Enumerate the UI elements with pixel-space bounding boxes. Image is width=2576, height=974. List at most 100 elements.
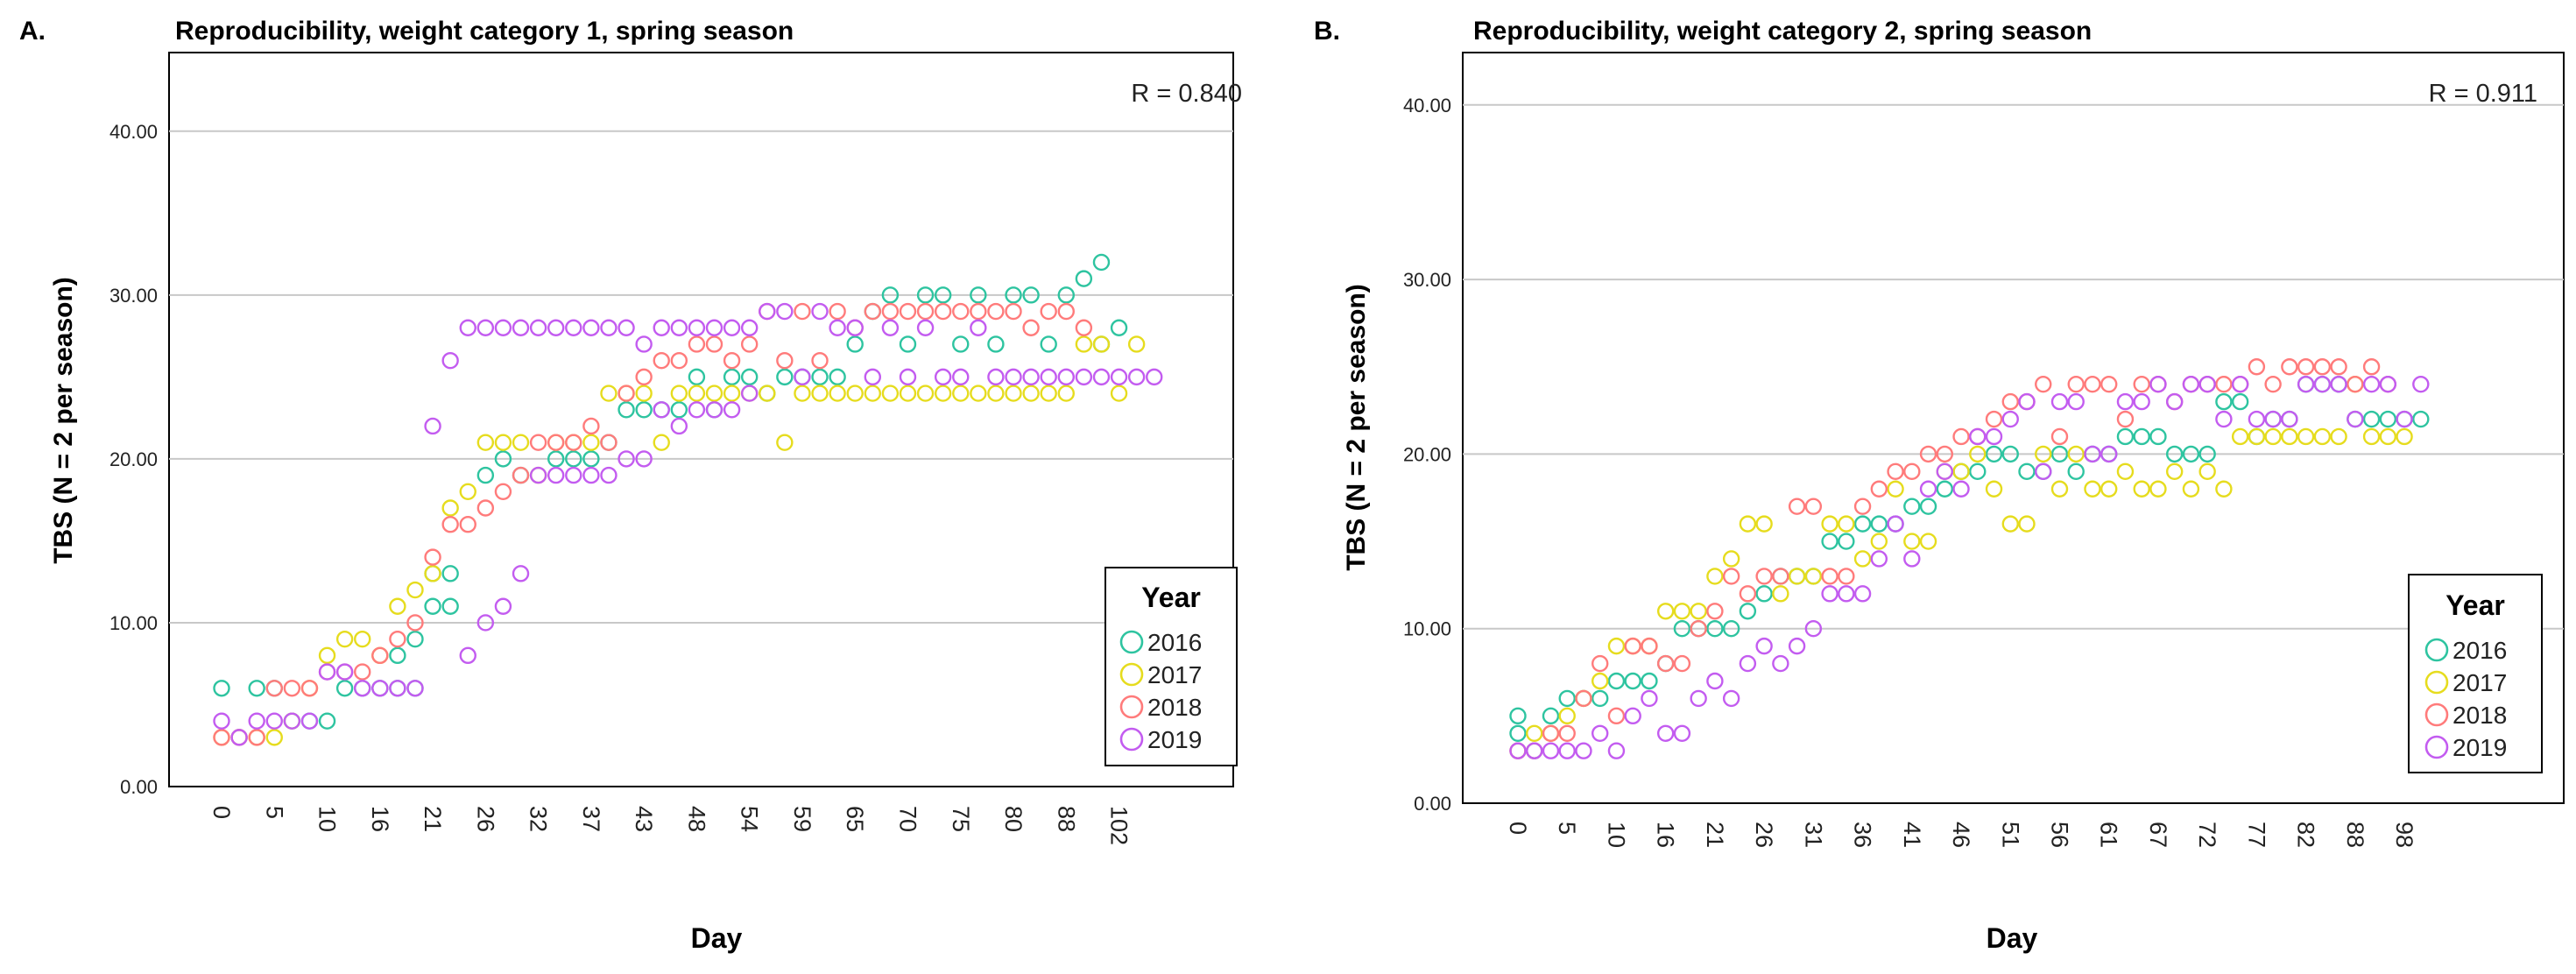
panel-a-point-2019	[582, 466, 600, 484]
panel-b-x-tick-label: 41	[1899, 822, 1925, 848]
panel-b-legend-marker-2017	[2424, 670, 2449, 695]
panel-b-legend-label-2016: 2016	[2452, 637, 2507, 664]
panel-b-point-2018	[1558, 724, 1576, 742]
panel-a-point-2018	[424, 548, 441, 566]
panel-a-point-2019	[723, 401, 741, 419]
panel-a-point-2016	[1057, 286, 1075, 304]
panel-a-point-2017	[829, 385, 846, 402]
panel-b-point-2017	[1821, 515, 1838, 533]
panel-a-point-2017	[459, 483, 476, 501]
panel-b-point-2017	[2330, 427, 2347, 446]
panel-a-point-2016	[476, 466, 495, 484]
panel-a-point-2018	[705, 335, 723, 353]
panel-a-point-2016	[952, 335, 970, 353]
panel-b-point-2019	[1739, 654, 1757, 673]
panel-a-point-2019	[283, 712, 301, 730]
panel-a-point-2016	[213, 680, 230, 697]
panel-b-legend-label-2018: 2018	[2452, 702, 2507, 729]
panel-a-point-2019	[635, 450, 653, 468]
panel-a-y-tick-label: 20.00	[109, 448, 158, 470]
panel-a-point-2018	[688, 335, 706, 353]
panel-a-legend-marker-2017	[1119, 662, 1144, 687]
panel-a-point-2018	[970, 302, 987, 321]
panel-a-x-axis-label: Day	[691, 922, 743, 954]
panel-b-point-2019	[1755, 637, 1773, 655]
panel-a-legend-marker-2018	[1119, 695, 1144, 719]
panel-b-point-2019	[1853, 585, 1872, 603]
panel-a-point-2017	[1092, 335, 1111, 353]
panel-a-point-2019	[618, 319, 635, 336]
panel-a-point-2019	[1127, 368, 1146, 386]
panel-a-point-2018	[300, 680, 319, 697]
panel-b-point-2018	[2264, 375, 2282, 393]
panel-b-point-2017	[2362, 427, 2381, 446]
panel-b-point-2016	[1706, 619, 1724, 638]
panel-a-point-2018	[529, 434, 547, 451]
panel-a-point-2018	[1075, 319, 1093, 336]
panel-a-point-2016	[740, 368, 759, 386]
panel-a-point-2019	[829, 319, 846, 336]
panel-a-point-2019	[1040, 368, 1057, 386]
panel-a-legend-box	[1105, 567, 1238, 766]
panel-a-point-2016	[688, 368, 706, 386]
panel-b-point-2018	[1624, 637, 1641, 655]
panel-b-x-tick-label: 88	[2342, 822, 2368, 848]
panel-a-point-2018	[987, 302, 1005, 321]
panel-b-point-2016	[1607, 672, 1626, 690]
panel-b-point-2016	[2050, 445, 2069, 463]
panel-b-point-2019	[2050, 392, 2069, 411]
panel-a-point-2019	[529, 319, 547, 336]
panel-a-point-2017	[934, 385, 952, 402]
panel-a-x-tick-label: 65	[842, 806, 868, 832]
panel-a-point-2019	[670, 417, 688, 435]
panel-a-point-2019	[670, 319, 688, 336]
panel-a-x-tick-label: 5	[261, 806, 287, 819]
panel-b-point-2016	[1936, 480, 1953, 498]
panel-b-x-tick-label: 21	[1702, 822, 1728, 848]
panel-b-point-2016	[2231, 392, 2249, 411]
panel-b-point-2017	[2067, 445, 2085, 463]
panel-a-point-2016	[670, 401, 688, 419]
panel-b-point-2016	[2116, 427, 2135, 446]
panel-b-point-2019	[2018, 392, 2036, 411]
panel-a-point-2019	[248, 712, 265, 730]
panel-a-point-2019	[459, 646, 476, 665]
panel-b-x-tick-label: 46	[1948, 822, 1974, 848]
panel-b-y-axis-label: TBS (N = 2 per season)	[1342, 284, 1371, 571]
panel-a-point-2019	[811, 302, 829, 321]
panel-a-point-2018	[512, 466, 530, 484]
panel-a-point-2019	[265, 712, 283, 730]
panel-b-point-2017	[1853, 550, 1872, 568]
panel-b-x-axis-label: Day	[1987, 922, 2038, 954]
panel-a-x-tick-label: 16	[367, 806, 393, 832]
panel-b-point-2019	[2035, 462, 2052, 481]
panel-b-legend-marker-2016	[2424, 638, 2449, 662]
panel-b-point-2018	[2330, 358, 2347, 376]
panel-a-point-2018	[582, 417, 600, 435]
panel-a-legend-entries: 2016 2017 2018 2019	[1119, 629, 1202, 753]
panel-b-point-2018	[2001, 392, 2019, 411]
panel-b-point-2018	[2297, 358, 2315, 376]
panel-b-point-2019	[1903, 550, 1921, 568]
panel-b-point-2019	[2330, 375, 2347, 393]
panel-b-point-2019	[2100, 445, 2118, 463]
panel-a-plot-frame	[168, 52, 1234, 787]
panel-a-point-2019	[230, 729, 248, 746]
panel-a-point-2019	[846, 319, 864, 336]
panel-b-point-2019	[1838, 585, 1855, 603]
panel-a-point-2019	[635, 335, 653, 353]
panel-a-point-2017	[811, 385, 829, 402]
panel-b-point-2019	[1936, 462, 1953, 481]
panel-a-point-2017	[1127, 335, 1146, 353]
panel-a-point-2019	[987, 368, 1005, 386]
panel-a-label: A.	[19, 17, 46, 46]
panel-a-point-2019	[1075, 368, 1093, 386]
panel-a-point-2019	[441, 351, 459, 370]
panel-b-point-2017	[2116, 462, 2135, 481]
panel-b-point-2018	[1755, 568, 1773, 585]
panel-a-point-2019	[424, 417, 441, 435]
panel-b-point-2017	[1690, 603, 1707, 620]
panel-a-y-tick-label: 40.00	[109, 121, 158, 143]
panel-a-point-2017	[970, 385, 987, 402]
